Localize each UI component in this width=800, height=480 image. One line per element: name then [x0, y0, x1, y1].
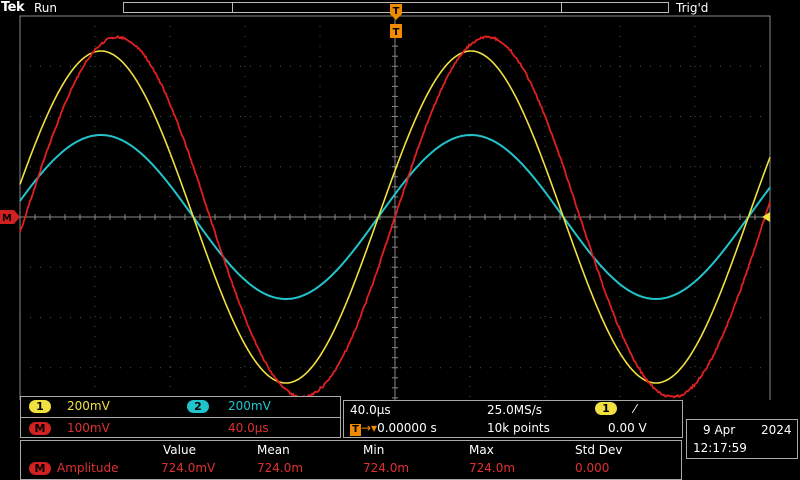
- measurement-mean: 724.0m: [257, 461, 303, 475]
- math-timebase: 40.0µs: [228, 421, 269, 435]
- trigger-source-badge[interactable]: 1: [595, 402, 617, 415]
- measurement-max: 724.0m: [469, 461, 515, 475]
- math-scale: 100mV: [67, 421, 110, 435]
- trigger-arrow-icon: →▾: [361, 421, 377, 435]
- trigger-marker-label: T: [393, 6, 400, 17]
- measurement-min: 724.0m: [363, 461, 409, 475]
- measurement-header-value: Value: [163, 443, 196, 457]
- ch2-scale: 200mV: [228, 399, 271, 413]
- measurement-value: 724.0mV: [161, 461, 215, 475]
- trigger-position-icon: T: [350, 424, 361, 436]
- measurement-header-stddev: Std Dev: [575, 443, 622, 457]
- trigger-position-marker[interactable]: T T: [390, 4, 402, 38]
- waveform-display[interactable]: T T M: [0, 0, 800, 400]
- horizontal-scale: 40.0µs: [350, 403, 391, 417]
- math-ground-label: M: [2, 213, 12, 224]
- measurement-header-mean: Mean: [257, 443, 290, 457]
- ch2-badge[interactable]: 2: [187, 400, 209, 413]
- measurement-box[interactable]: Value Mean Min Max Std Dev M Amplitude 7…: [20, 440, 682, 480]
- measurement-header-min: Min: [363, 443, 384, 457]
- measurement-header-max: Max: [469, 443, 494, 457]
- trigger-level: 0.00 V: [608, 421, 647, 435]
- math-badge[interactable]: M: [29, 422, 51, 435]
- trigger-marker-label-2: T: [393, 27, 400, 38]
- channel-readout-box[interactable]: 1 200mV 2 200mV M 100mV 40.0µs: [20, 396, 341, 438]
- trigger-position: 0.00000 s: [377, 421, 437, 435]
- date: 9 Apr: [703, 423, 735, 437]
- datetime-box: 9 Apr 2024 12:17:59: [686, 419, 798, 459]
- measurement-source-badge[interactable]: M: [29, 462, 51, 475]
- measurement-stddev: 0.000: [575, 461, 609, 475]
- trigger-slope-icon: ⁄: [634, 402, 636, 416]
- record-length: 10k points: [487, 421, 550, 435]
- year: 2024: [761, 423, 792, 437]
- ch1-scale: 200mV: [67, 399, 110, 413]
- time: 12:17:59: [693, 441, 747, 455]
- sample-rate: 25.0MS/s: [487, 403, 542, 417]
- math-ground-marker[interactable]: M: [0, 210, 20, 224]
- measurement-name: Amplitude: [57, 461, 119, 475]
- ch1-badge[interactable]: 1: [29, 400, 51, 413]
- acquisition-readout-box[interactable]: 40.0µs 25.0MS/s 1 ⁄ T →▾0.00000 s 10k poi…: [343, 400, 683, 438]
